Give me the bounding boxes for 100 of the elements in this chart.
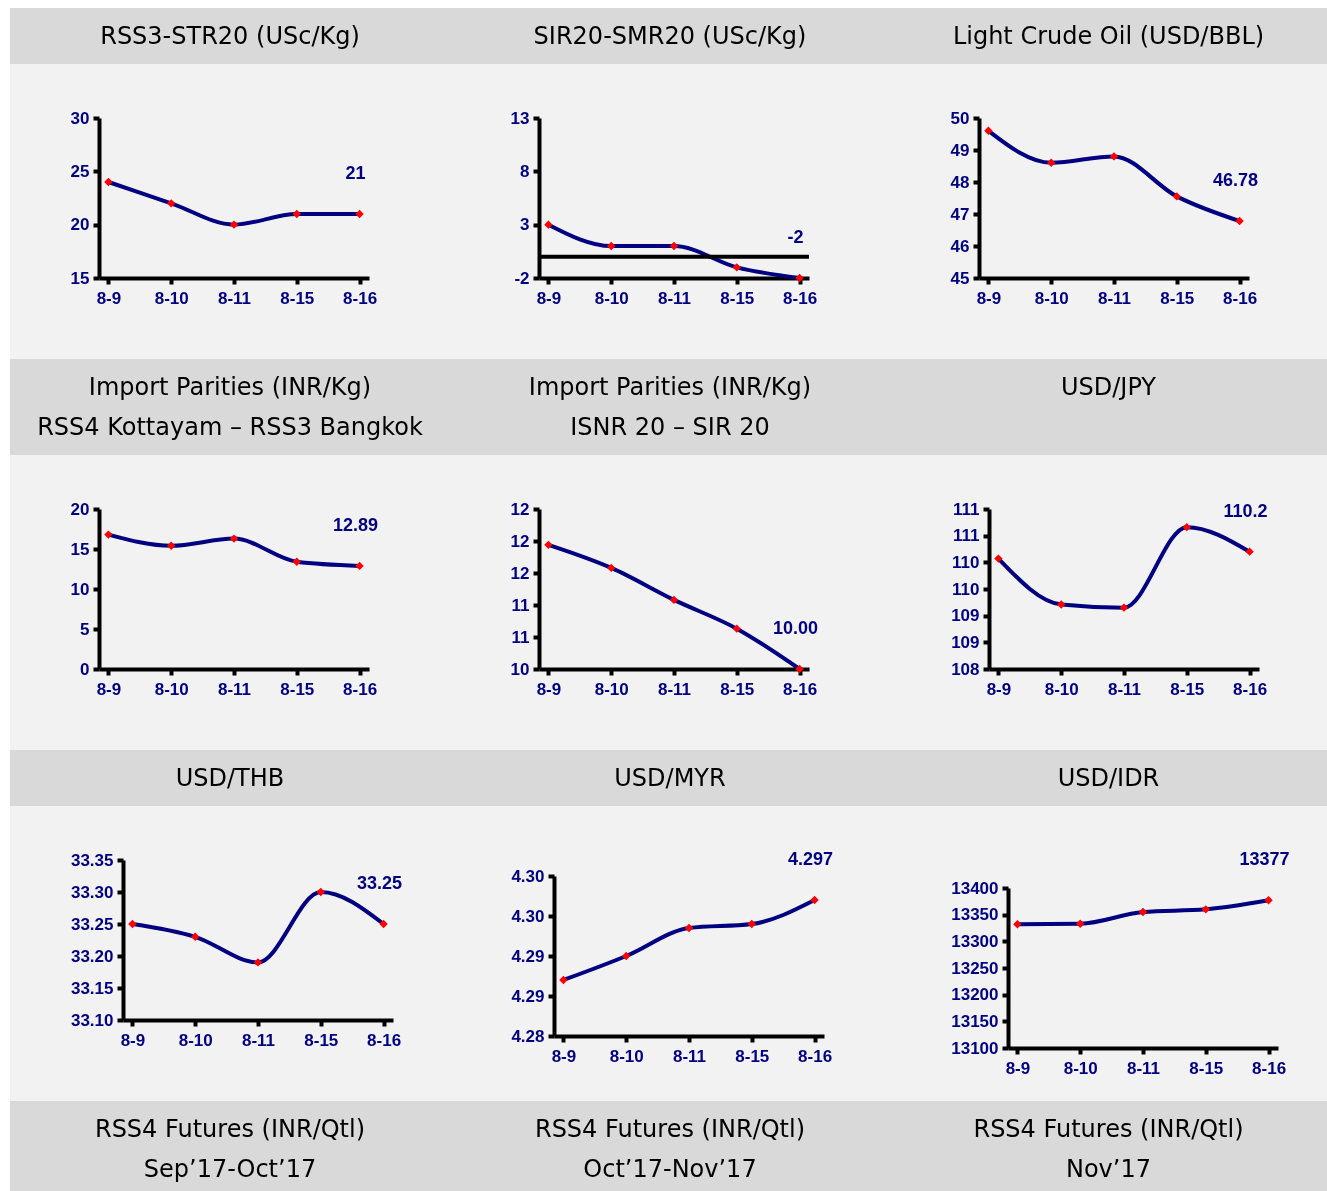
x-tick-label: 8-15 [280, 288, 315, 308]
y-tick-label: 0 [80, 659, 90, 679]
y-tick-label: 47 [950, 204, 970, 224]
x-tick-label: 8-10 [154, 288, 189, 308]
y-tick-label: 13250 [951, 958, 999, 978]
x-tick-label: 8-16 [783, 288, 818, 308]
y-tick-label: 20 [70, 499, 90, 519]
x-tick-label: 8-11 [241, 1030, 276, 1050]
x-tick-label: 8-15 [720, 288, 755, 308]
x-tick-label: 8-16 [783, 679, 818, 699]
x-tick-label: 8-9 [536, 679, 562, 699]
y-tick-label: 13150 [951, 1011, 999, 1031]
chart-title: Light Crude Oil (USD/BBL) [951, 21, 1266, 52]
x-tick-label: 8-9 [96, 288, 122, 308]
chart-title: Import Parities (INR/Kg) [527, 372, 813, 403]
x-tick-label: 8-15 [720, 679, 755, 699]
data-label: 46.78 [1213, 170, 1259, 191]
x-tick-label: 8-9 [551, 1046, 577, 1066]
y-tick-label: 4.29 [511, 946, 545, 966]
x-tick-label: 8-10 [594, 679, 629, 699]
y-tick-label: 13350 [951, 905, 999, 925]
x-tick-label: 8-10 [178, 1030, 213, 1050]
x-tick-label: 8-16 [798, 1046, 833, 1066]
x-tick-label: 8-10 [1034, 288, 1069, 308]
y-tick-label: 111 [953, 526, 980, 546]
y-tick-label: 12 [510, 531, 530, 551]
x-tick-label: 8-9 [1005, 1058, 1031, 1078]
x-tick-label: 8-11 [1097, 288, 1132, 308]
x-tick-label: 8-15 [1160, 288, 1195, 308]
y-tick-label: 8 [520, 161, 530, 181]
text: Oct’17-Nov’17 [582, 1154, 758, 1185]
data-label: 110.2 [1223, 500, 1268, 521]
y-tick-label: 10 [510, 659, 530, 679]
y-tick-label: 110 [952, 579, 980, 599]
x-tick-label: 8-16 [1252, 1058, 1287, 1078]
y-tick-label: 13200 [951, 985, 999, 1005]
text: Sep’17-Oct’17 [142, 1154, 318, 1185]
y-tick-label: 33.25 [70, 914, 114, 934]
x-tick-label: 8-9 [120, 1030, 146, 1050]
y-tick-label: 20 [70, 215, 90, 235]
x-tick-label: 8-9 [976, 288, 1002, 308]
y-tick-label: 110 [952, 552, 980, 572]
y-tick-label: 13100 [951, 1038, 999, 1058]
x-tick-label: 8-16 [343, 679, 378, 699]
text: RSS4 Futures (INR/Qtl) [972, 1114, 1245, 1145]
y-tick-label: 48 [950, 172, 970, 192]
chart-title: USD/THB [174, 763, 286, 794]
y-tick-label: 13 [510, 108, 530, 128]
y-tick-label: 11 [511, 627, 530, 647]
x-tick-label: 8-15 [735, 1046, 770, 1066]
chart-title: USD/IDR [1056, 763, 1161, 794]
data-label: 33.25 [357, 873, 403, 893]
y-tick-label: 33.15 [70, 978, 114, 998]
y-tick-label: 11 [511, 595, 530, 615]
y-tick-label: 4.28 [511, 1026, 545, 1046]
y-tick-label: 49 [950, 140, 970, 160]
y-tick-label: 33.30 [70, 882, 114, 902]
chart-title: RSS3-STR20 (USc/Kg) [99, 21, 361, 52]
x-tick-label: 8-15 [304, 1030, 339, 1050]
y-tick-label: 5 [80, 619, 90, 639]
x-tick-label: 8-15 [1189, 1058, 1224, 1078]
data-label: 4.297 [788, 849, 834, 869]
y-tick-label: 4.30 [511, 866, 545, 886]
x-tick-label: 8-16 [343, 288, 378, 308]
data-label: -2 [787, 227, 804, 247]
y-tick-label: 109 [951, 632, 980, 652]
y-tick-label: 3 [520, 215, 530, 235]
y-tick-label: 25 [70, 161, 90, 181]
x-tick-label: 8-11 [657, 679, 692, 699]
chart-title: USD/MYR [613, 763, 727, 794]
x-tick-label: 8-9 [536, 288, 562, 308]
x-tick-label: 8-10 [1063, 1058, 1098, 1078]
y-tick-label: 10 [70, 579, 90, 599]
y-tick-label: 15 [70, 539, 90, 559]
text: RSS4 Futures (INR/Qtl) [533, 1114, 807, 1145]
x-tick-label: 8-16 [1223, 288, 1258, 308]
x-tick-label: 8-10 [1044, 679, 1079, 699]
x-tick-label: 8-11 [657, 288, 692, 308]
y-tick-label: 13300 [951, 931, 999, 951]
data-label: 13377 [1239, 849, 1290, 870]
y-tick-label: 50 [950, 108, 970, 128]
x-tick-label: 8-9 [986, 679, 1012, 699]
y-tick-label: 30 [70, 108, 90, 128]
x-tick-label: 8-11 [217, 679, 252, 699]
y-tick-label: -2 [514, 268, 530, 288]
y-tick-label: 46 [950, 236, 970, 256]
y-tick-label: 108 [951, 659, 980, 679]
y-tick-label: 4.30 [511, 906, 545, 926]
x-tick-label: 8-9 [96, 679, 122, 699]
y-tick-label: 33.10 [70, 1010, 114, 1030]
x-tick-label: 8-16 [367, 1030, 402, 1050]
y-tick-label: 111 [953, 499, 980, 519]
chart-subtitle: RSS4 Kottayam – RSS3 Bangkok [36, 412, 424, 443]
x-tick-label: 8-10 [154, 679, 189, 699]
data-label: 10.00 [773, 618, 819, 638]
chart-title: SIR20-SMR20 (USc/Kg) [532, 21, 808, 52]
y-tick-label: 109 [951, 606, 980, 626]
x-tick-label: 8-15 [280, 679, 315, 699]
text: Nov’17 [1065, 1154, 1152, 1185]
x-tick-label: 8-10 [609, 1046, 644, 1066]
